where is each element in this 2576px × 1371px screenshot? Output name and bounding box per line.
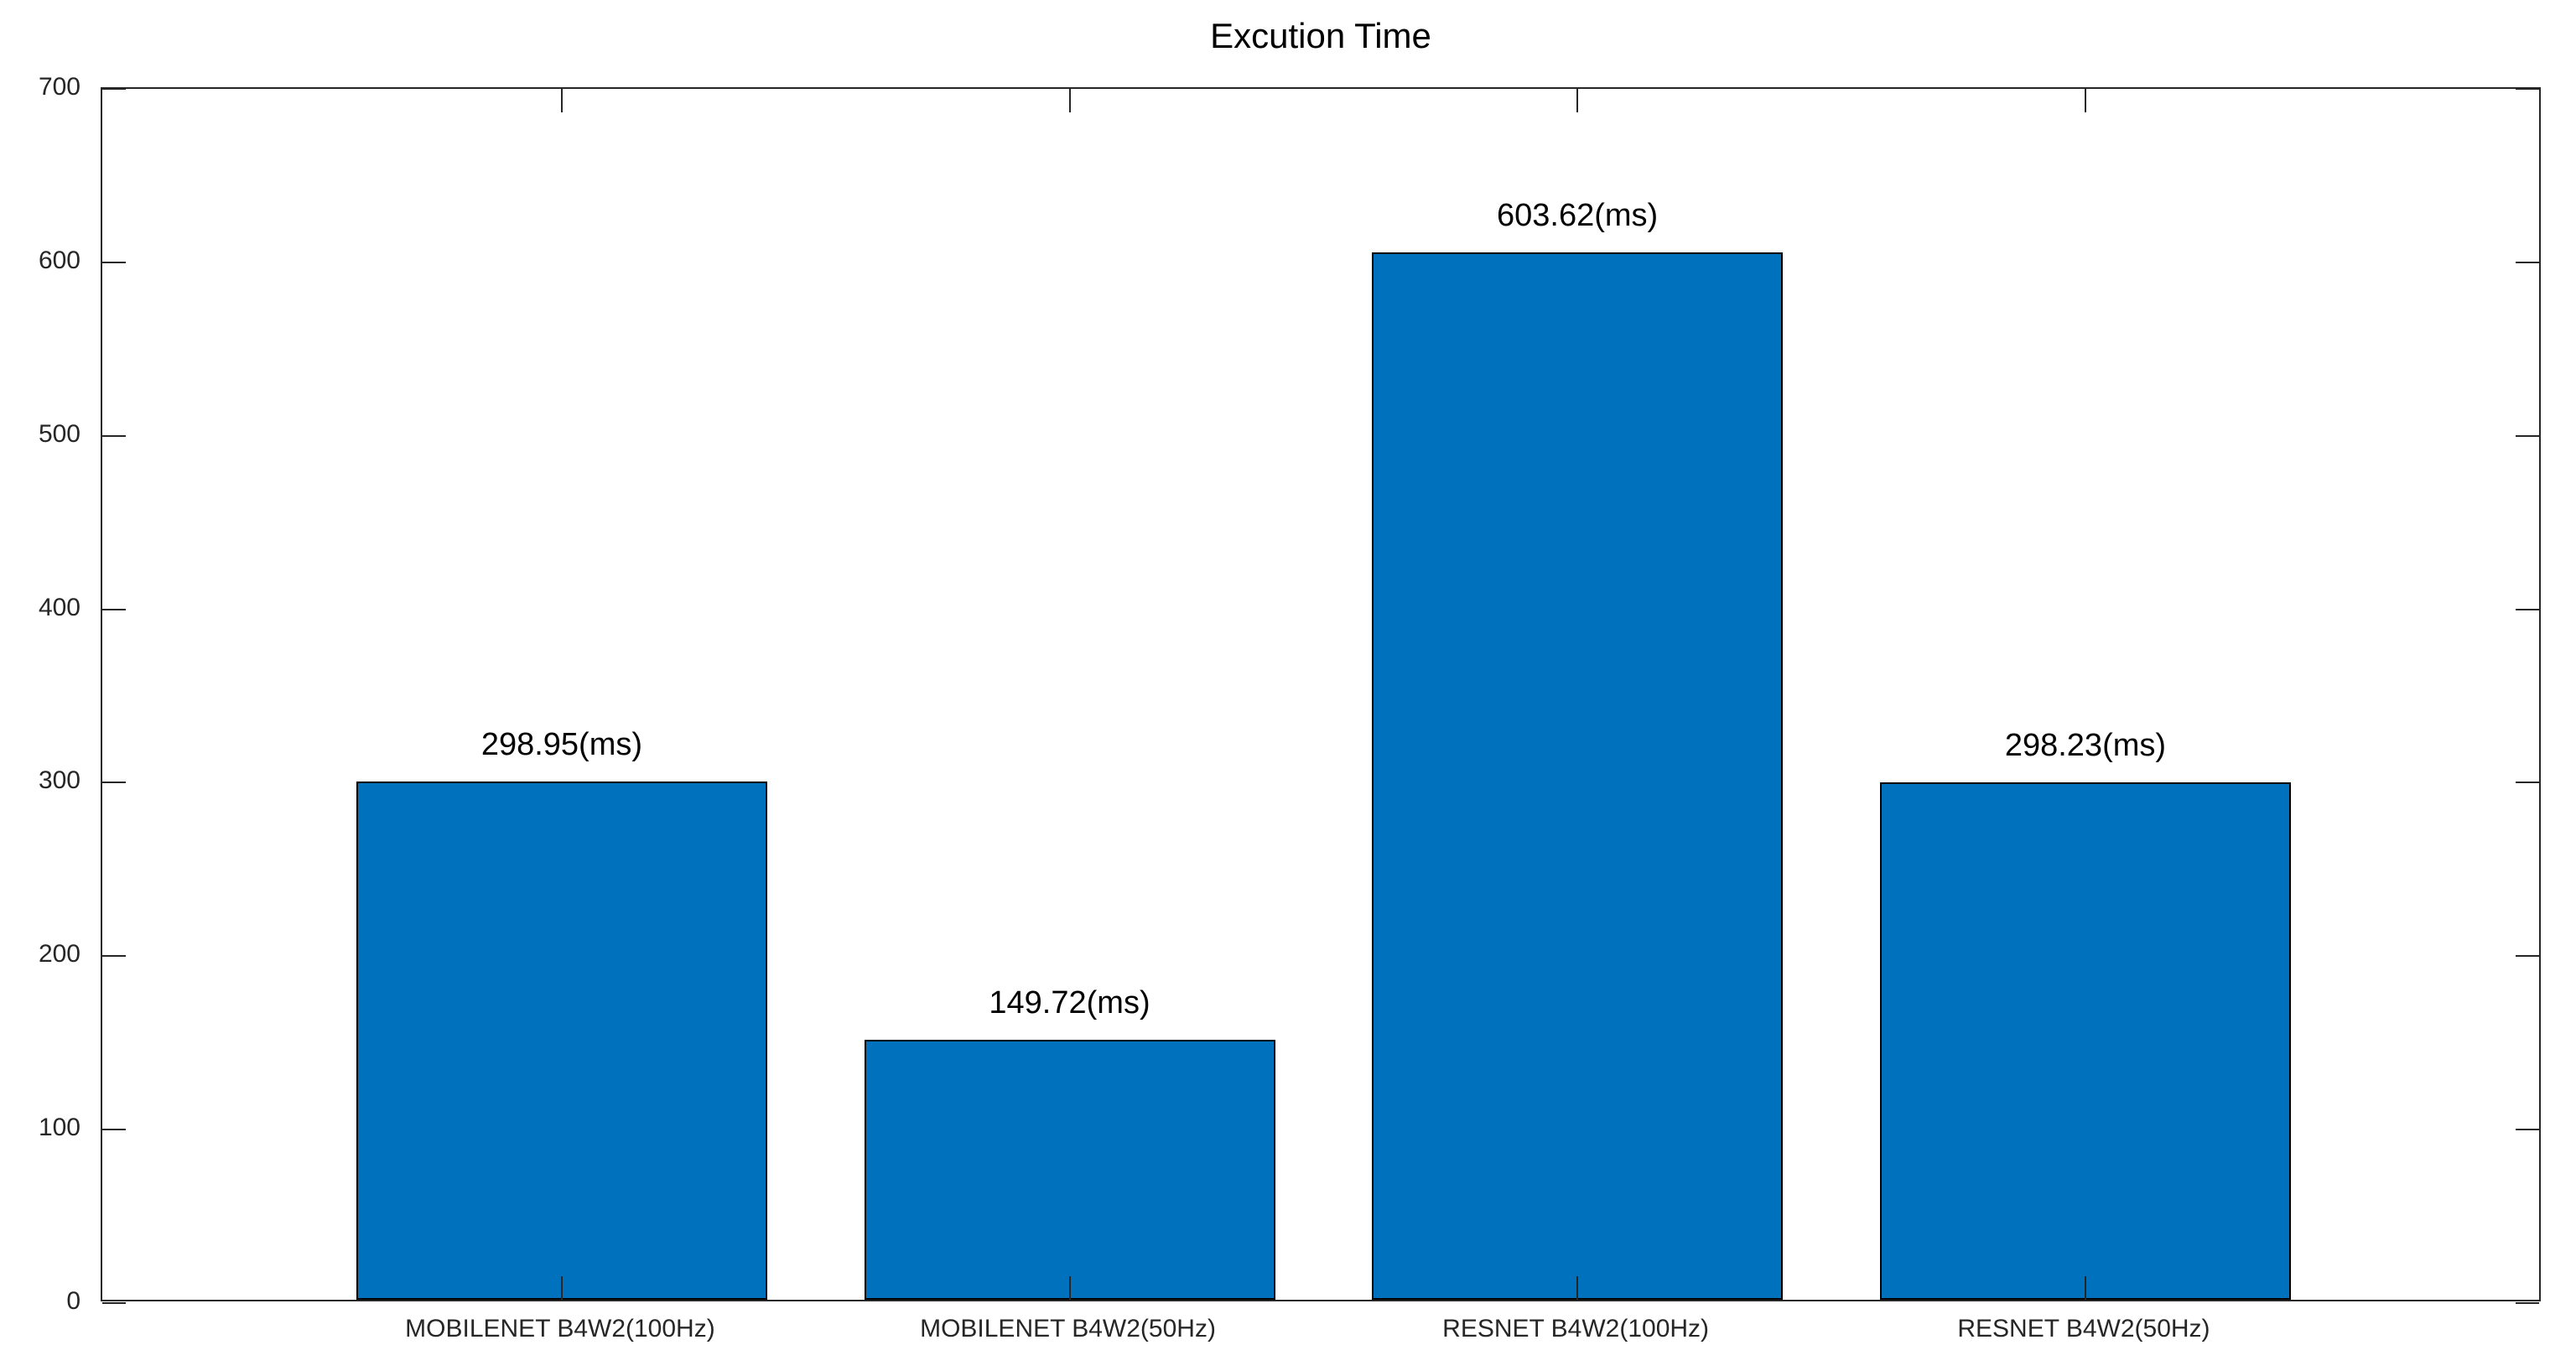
y-axis-tick-label: 400 — [38, 593, 80, 621]
y-tick-mark-right — [2516, 88, 2539, 90]
x-tick-mark-top — [2084, 89, 2086, 112]
bar — [864, 1040, 1275, 1300]
y-tick-mark-right — [2516, 608, 2539, 610]
y-tick-mark-left — [102, 782, 126, 784]
y-axis-tick-label: 200 — [38, 940, 80, 969]
x-tick-mark-bottom — [1068, 1276, 1071, 1300]
y-tick-mark-right — [2516, 1129, 2539, 1131]
x-axis-tick-label: MOBILENET B4W2(50Hz) — [920, 1315, 1216, 1342]
y-tick-mark-left — [102, 955, 126, 958]
x-tick-mark-bottom — [1576, 1276, 1579, 1300]
bar-value-label: 603.62(ms) — [1496, 198, 1659, 234]
x-tick-mark-top — [1576, 89, 1579, 112]
x-tick-mark-bottom — [560, 1276, 563, 1300]
y-tick-mark-left — [102, 261, 126, 263]
y-axis-tick-label: 700 — [38, 73, 80, 101]
y-tick-mark-right — [2516, 782, 2539, 784]
x-axis-tick-label: RESNET B4W2(100Hz) — [1442, 1315, 1710, 1342]
y-tick-mark-left — [102, 88, 126, 90]
y-tick-mark-left — [102, 1129, 126, 1131]
y-axis-tick-label: 300 — [38, 766, 80, 795]
y-tick-mark-right — [2516, 955, 2539, 958]
plot-area: 298.95(ms) 149.72(ms) 603.62(ms) 298.23(ms) — [101, 87, 2541, 1304]
y-tick-mark-left — [102, 1302, 126, 1304]
bar — [1879, 782, 2291, 1300]
x-tick-mark-top — [560, 89, 563, 112]
bar-value-label: 298.23(ms) — [2004, 728, 2167, 764]
x-tick-mark-bottom — [2084, 1276, 2086, 1300]
y-tick-mark-left — [102, 434, 126, 437]
x-axis-tick-label: MOBILENET B4W2(100Hz) — [405, 1315, 715, 1342]
x-axis-tick-label: RESNET B4W2(50Hz) — [1957, 1315, 2210, 1342]
y-tick-mark-left — [102, 608, 126, 610]
y-axis-tick-label: 0 — [66, 1287, 80, 1315]
bar-value-label: 149.72(ms) — [989, 985, 1150, 1021]
bar-value-label: 298.95(ms) — [480, 726, 643, 762]
x-tick-mark-top — [1068, 89, 1071, 112]
y-tick-mark-right — [2516, 1302, 2539, 1304]
y-axis-tick-label: 600 — [38, 246, 80, 274]
y-axis-tick-label: 100 — [38, 1114, 80, 1142]
bar — [1372, 252, 1784, 1300]
y-axis-tick-label: 500 — [38, 419, 80, 448]
y-tick-mark-right — [2516, 434, 2539, 437]
chart-title: Excution Time — [1210, 16, 1431, 55]
y-tick-mark-right — [2516, 261, 2539, 263]
bar — [356, 781, 767, 1300]
